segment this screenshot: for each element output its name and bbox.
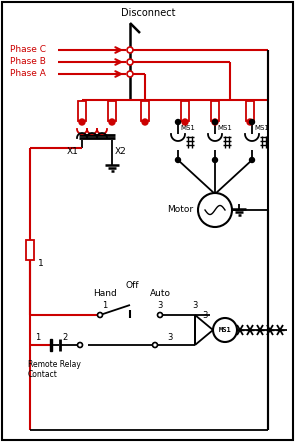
Text: 1: 1 bbox=[38, 259, 44, 268]
Bar bbox=[246, 101, 254, 121]
Circle shape bbox=[176, 157, 181, 163]
Circle shape bbox=[198, 193, 232, 227]
Text: MS1: MS1 bbox=[254, 125, 269, 131]
Circle shape bbox=[158, 312, 163, 317]
Circle shape bbox=[127, 59, 133, 65]
Text: MS1: MS1 bbox=[217, 125, 232, 131]
Circle shape bbox=[127, 71, 133, 77]
Circle shape bbox=[247, 119, 253, 125]
Circle shape bbox=[78, 343, 83, 347]
Text: 1: 1 bbox=[35, 332, 41, 342]
Circle shape bbox=[212, 119, 218, 125]
Text: 3: 3 bbox=[192, 301, 198, 309]
Circle shape bbox=[182, 119, 188, 125]
Circle shape bbox=[98, 312, 102, 317]
Text: 1: 1 bbox=[102, 301, 108, 309]
Circle shape bbox=[250, 119, 255, 125]
Text: X2: X2 bbox=[115, 148, 127, 156]
Text: 2: 2 bbox=[62, 332, 68, 342]
Text: 3: 3 bbox=[167, 332, 173, 342]
Circle shape bbox=[250, 157, 255, 163]
Text: Auto: Auto bbox=[150, 289, 171, 297]
Circle shape bbox=[79, 119, 85, 125]
Text: Hand: Hand bbox=[93, 289, 117, 297]
Text: X1: X1 bbox=[67, 148, 79, 156]
Text: Off: Off bbox=[125, 281, 139, 290]
Text: Remote Relay
Contact: Remote Relay Contact bbox=[28, 360, 81, 379]
Text: Disconnect: Disconnect bbox=[121, 8, 175, 18]
Bar bbox=[78, 101, 86, 121]
Text: Phase A: Phase A bbox=[10, 69, 46, 79]
Circle shape bbox=[213, 318, 237, 342]
Text: Phase B: Phase B bbox=[10, 57, 46, 66]
Circle shape bbox=[176, 119, 181, 125]
Bar bbox=[211, 101, 219, 121]
Circle shape bbox=[212, 157, 217, 163]
Circle shape bbox=[142, 119, 148, 125]
Circle shape bbox=[212, 119, 217, 125]
Bar bbox=[50, 339, 52, 351]
Text: MS1: MS1 bbox=[180, 125, 195, 131]
Circle shape bbox=[153, 343, 158, 347]
Text: 3: 3 bbox=[202, 310, 208, 320]
Bar bbox=[141, 101, 149, 121]
Circle shape bbox=[109, 119, 115, 125]
Text: 3: 3 bbox=[157, 301, 163, 309]
Bar bbox=[108, 101, 116, 121]
Text: Phase C: Phase C bbox=[10, 46, 46, 54]
Bar bbox=[26, 240, 34, 260]
Text: MS1: MS1 bbox=[219, 327, 231, 333]
Circle shape bbox=[127, 47, 133, 53]
Bar bbox=[181, 101, 189, 121]
Text: Motor: Motor bbox=[167, 206, 193, 214]
